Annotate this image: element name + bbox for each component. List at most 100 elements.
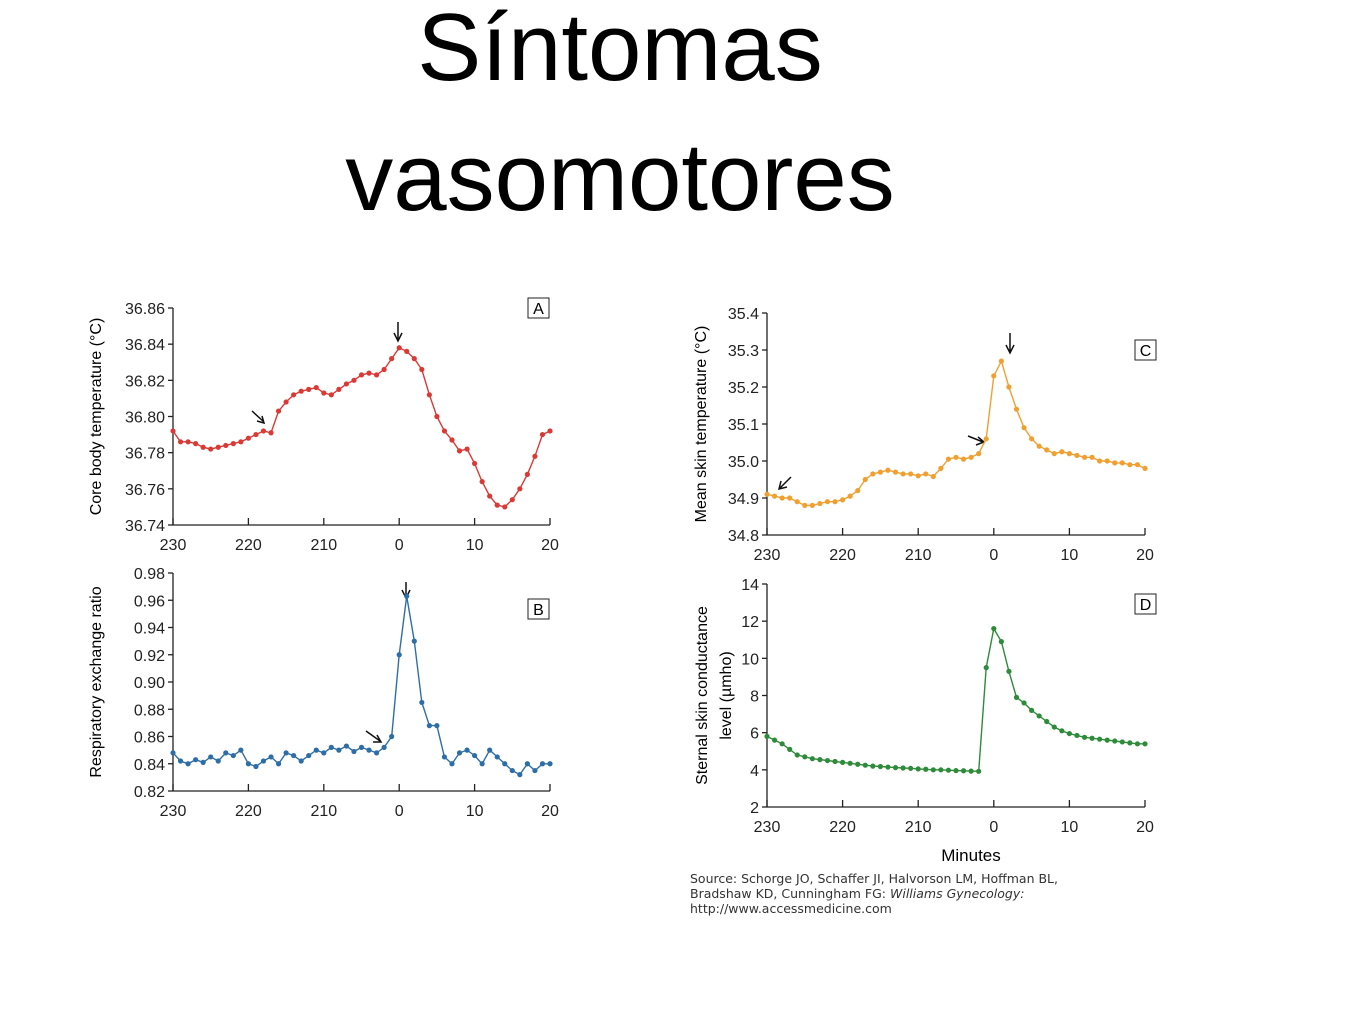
y-tick-label: 36.82 [125, 373, 165, 390]
y-axis-label: Sternal skin conductance [694, 606, 711, 785]
point [771, 737, 778, 743]
x-tick-label: 230 [160, 803, 187, 820]
x-tick-label: 20 [541, 803, 559, 820]
x-tick-label: 230 [160, 537, 187, 554]
x-tick-label: 220 [235, 803, 262, 820]
source-line: http://www.accessmedicine.com [690, 901, 892, 916]
point [1127, 462, 1133, 468]
point [1104, 458, 1110, 464]
point [998, 639, 1004, 645]
point [313, 384, 319, 391]
point [1134, 741, 1141, 747]
point [991, 626, 997, 632]
point [953, 454, 959, 460]
arrow [777, 476, 792, 491]
point [787, 746, 793, 752]
y-tick-label: 8 [750, 689, 759, 706]
point [1029, 436, 1035, 442]
y-tick-label: 35.4 [728, 306, 759, 323]
point [1112, 460, 1118, 466]
point [832, 499, 838, 505]
point [855, 488, 861, 494]
point [771, 493, 778, 499]
point [930, 767, 936, 773]
chart: 36.74 36.76 36.78 36.80 36.82 36.84 36.86 230 22… [88, 297, 559, 554]
point [487, 747, 493, 753]
point [298, 388, 304, 394]
point [1059, 449, 1065, 455]
point [411, 356, 417, 362]
y-tick-label: 2 [750, 800, 759, 817]
point [938, 767, 944, 773]
point [1081, 734, 1088, 740]
x-tick-label: 0 [395, 803, 404, 820]
point [539, 431, 546, 438]
x-tick-label: 220 [235, 537, 262, 554]
x-tick-label: 10 [1061, 819, 1079, 836]
point [306, 752, 312, 759]
point [787, 495, 793, 501]
point [960, 768, 967, 774]
point [1089, 454, 1095, 460]
point [840, 759, 846, 766]
point [517, 486, 523, 492]
point [358, 744, 365, 751]
y-axis-label: Mean skin temperature (°C) [693, 326, 710, 523]
point [208, 446, 214, 452]
point [449, 437, 455, 443]
point [351, 748, 357, 755]
panel-box [1134, 593, 1157, 615]
point [260, 758, 267, 764]
y-tick-label: 14 [741, 577, 759, 594]
point [298, 758, 304, 764]
point [464, 747, 470, 753]
point [494, 754, 500, 760]
point [230, 752, 236, 759]
x-tick-label: 20 [1136, 547, 1154, 564]
point [1006, 384, 1012, 390]
point [855, 761, 861, 767]
y-tick-label: 36.80 [125, 410, 165, 427]
point [170, 750, 176, 756]
panel-label: C [1140, 343, 1152, 360]
point [1044, 447, 1050, 453]
point [809, 756, 815, 762]
point [472, 752, 478, 759]
y-tick-label: 6 [750, 726, 759, 743]
panel-box [527, 598, 550, 620]
point [434, 413, 440, 420]
point [945, 767, 952, 773]
point [223, 442, 229, 449]
x-tick-label: 210 [310, 537, 337, 554]
point [291, 392, 297, 398]
source-italic: Williams Gynecology: [890, 886, 1024, 901]
point [968, 768, 974, 774]
point [343, 381, 350, 387]
x-tick-label: 10 [466, 537, 484, 554]
point [502, 761, 508, 767]
y-tick-label: 34.8 [728, 528, 759, 545]
x-tick-label: 210 [905, 547, 932, 564]
point [847, 760, 853, 766]
point [268, 430, 274, 436]
y-tick-label: 4 [750, 763, 759, 780]
point [1036, 713, 1042, 719]
y-tick-label: 0.88 [134, 702, 165, 719]
point [456, 750, 463, 756]
panel-label: B [533, 602, 544, 619]
point [200, 759, 206, 765]
point [419, 699, 425, 706]
y-axis-label: Respiratory exchange ratio [88, 586, 105, 777]
point [479, 479, 485, 485]
point [847, 493, 853, 499]
point [419, 366, 425, 373]
point [794, 752, 800, 758]
source: Source: Schorge JO, Schaffer JI, Halvors… [690, 871, 1058, 916]
point [381, 366, 387, 373]
x-tick-label: 210 [310, 803, 337, 820]
line [172, 346, 551, 508]
point [870, 471, 876, 477]
point [336, 386, 342, 392]
point [938, 465, 944, 471]
point [976, 451, 982, 457]
